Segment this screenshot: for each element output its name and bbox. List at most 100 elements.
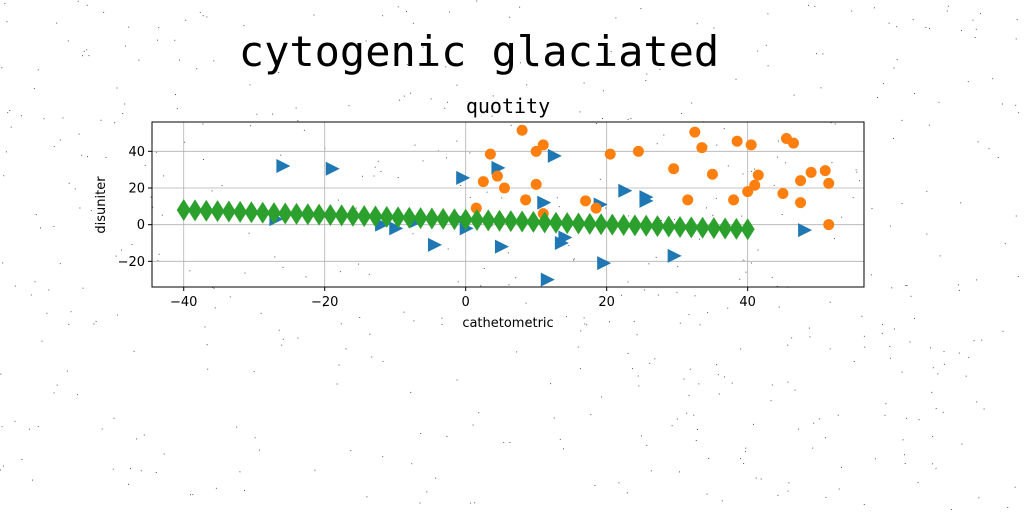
- speck: [778, 306, 780, 308]
- speck: [609, 321, 610, 323]
- speck: [825, 437, 827, 439]
- speck: [202, 15, 204, 17]
- speck: [813, 422, 815, 424]
- speck: [403, 95, 405, 97]
- speck: [88, 55, 90, 57]
- speck: [249, 84, 251, 86]
- speck: [87, 156, 88, 158]
- speck: [724, 376, 725, 378]
- speck: [441, 323, 443, 325]
- data-point-diamond: [391, 206, 406, 229]
- speck: [81, 154, 83, 156]
- speck: [397, 6, 399, 8]
- speck: [467, 302, 469, 304]
- speck: [888, 22, 890, 24]
- speck: [910, 295, 912, 297]
- data-point-circle: [668, 163, 680, 175]
- data-point-circle: [728, 194, 740, 206]
- y-tick-label: 40: [128, 145, 145, 160]
- speck: [114, 122, 116, 124]
- speck: [526, 84, 528, 86]
- speck: [977, 141, 979, 143]
- speck: [157, 260, 159, 262]
- speck: [716, 144, 718, 146]
- speck: [579, 111, 581, 113]
- speck: [491, 115, 493, 117]
- speck: [313, 14, 315, 16]
- speck: [659, 69, 661, 70]
- speck: [501, 197, 503, 199]
- speck: [787, 490, 789, 492]
- speck: [56, 22, 58, 24]
- speck: [112, 468, 114, 470]
- speck: [486, 191, 488, 193]
- speck: [1002, 103, 1004, 105]
- data-point-diamond: [515, 210, 530, 233]
- speck: [56, 384, 58, 386]
- speck: [2, 262, 4, 264]
- speck: [822, 53, 824, 55]
- speck: [83, 50, 85, 52]
- speck: [580, 330, 582, 332]
- speck: [515, 277, 517, 279]
- speck: [446, 157, 447, 159]
- speck: [116, 87, 118, 89]
- speck: [871, 208, 873, 210]
- speck: [671, 425, 673, 427]
- speck: [373, 175, 375, 177]
- speck: [136, 438, 138, 440]
- speck: [150, 196, 152, 198]
- speck: [509, 16, 511, 18]
- speck: [115, 255, 117, 257]
- data-point-diamond: [469, 209, 484, 232]
- speck: [355, 207, 357, 209]
- speck: [882, 323, 883, 325]
- speck: [358, 263, 359, 265]
- speck: [930, 347, 931, 349]
- speck: [122, 113, 124, 114]
- speck: [323, 306, 325, 308]
- speck: [66, 370, 68, 372]
- data-point-diamond: [695, 216, 710, 239]
- data-point-triangle: [547, 148, 562, 163]
- speck: [889, 345, 891, 347]
- speck: [928, 124, 930, 126]
- speck: [105, 156, 107, 158]
- data-point-triangle: [597, 256, 612, 271]
- speck: [640, 8, 642, 10]
- data-point-triangle: [540, 272, 555, 287]
- speck: [1, 67, 3, 69]
- x-tick-label: 0: [462, 295, 470, 310]
- speck: [202, 123, 204, 125]
- speck: [478, 412, 480, 414]
- speck: [295, 107, 297, 109]
- speck: [610, 51, 612, 53]
- speck: [573, 258, 575, 260]
- data-point-diamond: [210, 200, 225, 223]
- speck: [1018, 112, 1020, 114]
- speck: [422, 160, 424, 162]
- speck: [960, 202, 962, 204]
- data-point-circle: [706, 168, 718, 180]
- speck: [456, 379, 458, 381]
- series-2: [470, 124, 835, 231]
- speck: [892, 138, 894, 139]
- speck: [1015, 215, 1017, 217]
- speck: [371, 356, 373, 358]
- speck: [282, 266, 284, 268]
- speck: [437, 150, 439, 152]
- speck: [348, 105, 350, 107]
- speck: [648, 263, 650, 265]
- speck: [883, 83, 884, 85]
- speck: [855, 169, 857, 171]
- speck: [282, 338, 284, 340]
- speck: [505, 62, 507, 64]
- speck: [633, 321, 635, 322]
- speck: [932, 463, 934, 465]
- speck: [767, 13, 769, 15]
- data-point-diamond: [627, 214, 642, 237]
- speck: [272, 113, 274, 115]
- speck: [0, 373, 2, 375]
- data-point-circle: [731, 135, 743, 147]
- speck: [53, 146, 55, 148]
